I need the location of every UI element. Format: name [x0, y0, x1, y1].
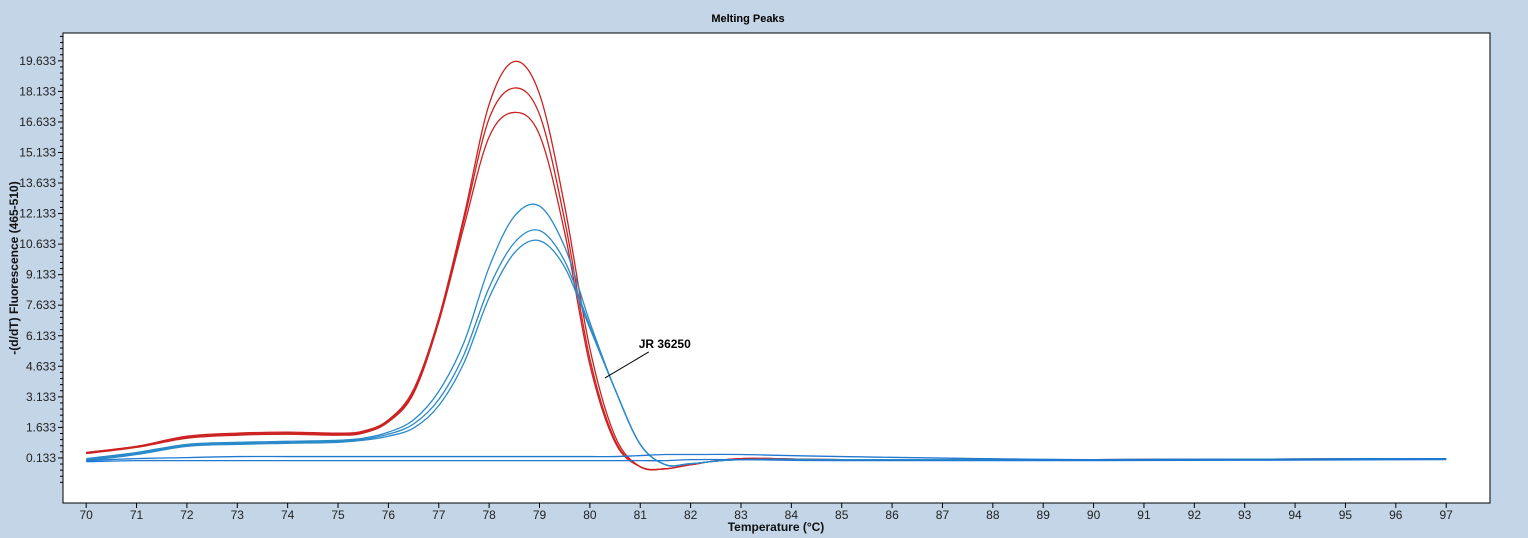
- x-tick-label: 72: [180, 508, 194, 522]
- annotation-pointer: [604, 351, 649, 379]
- x-tick-label: 78: [482, 508, 496, 522]
- x-tick-label: 85: [835, 508, 849, 522]
- y-tick-label: 12.133: [19, 207, 56, 221]
- x-tick-label: 86: [885, 508, 899, 522]
- x-tick-label: 81: [634, 508, 648, 522]
- x-tick-label: 94: [1288, 508, 1302, 522]
- x-tick-label: 83: [734, 508, 748, 522]
- y-tick-label: 19.633: [19, 54, 56, 68]
- x-tick-label: 87: [936, 508, 950, 522]
- y-tick-label: 0.133: [26, 451, 56, 465]
- x-tick-label: 75: [331, 508, 345, 522]
- y-tick-label: 15.133: [19, 145, 56, 159]
- y-tick-label: 7.633: [26, 298, 56, 312]
- x-tick-label: 89: [1037, 508, 1051, 522]
- x-axis-label: Temperature (°C): [728, 520, 825, 534]
- annotations: JR 36250: [604, 337, 691, 379]
- x-tick-label: 76: [382, 508, 396, 522]
- x-tick-label: 73: [231, 508, 245, 522]
- y-tick-label: 10.633: [19, 237, 56, 251]
- series-line-blue-3: [86, 239, 1447, 467]
- y-tick-label: 13.633: [19, 176, 56, 190]
- x-tick-label: 95: [1339, 508, 1353, 522]
- y-tick-label: 1.633: [26, 420, 56, 434]
- y-tick-label: 3.133: [26, 390, 56, 404]
- y-tick-label: 18.133: [19, 84, 56, 98]
- x-axis: 70 71 72 73 74 75 76 77 78 79 80 81 82 83 84 85 86 87 88 89…: [79, 503, 1453, 522]
- x-tick-label: 92: [1188, 508, 1202, 522]
- annotation-label: JR 36250: [639, 337, 691, 351]
- series-line-blue-flat-2: [86, 458, 1447, 463]
- y-axis: 0.133 1.633 3.133 4.633 6.133 7.633 9.133 10.63…: [19, 35, 63, 483]
- x-tick-label: 77: [432, 508, 446, 522]
- series-line-blue-flat-1: [86, 453, 1447, 462]
- x-tick-label: 84: [785, 508, 799, 522]
- y-tick-label: 16.633: [19, 115, 56, 129]
- x-tick-label: 82: [684, 508, 698, 522]
- x-tick-label: 97: [1439, 508, 1453, 522]
- y-axis-label: -(d/dT) Fluorescence (465-510): [7, 181, 21, 354]
- x-tick-label: 90: [1087, 508, 1101, 522]
- chart-title: Melting Peaks: [711, 13, 784, 25]
- x-tick-label: 71: [130, 508, 144, 522]
- y-tick-label: 9.133: [26, 268, 56, 282]
- x-tick-label: 79: [533, 508, 547, 522]
- x-tick-label: 80: [583, 508, 597, 522]
- x-tick-label: 74: [281, 508, 295, 522]
- x-tick-label: 88: [986, 508, 1000, 522]
- y-tick-label: 4.633: [26, 359, 56, 373]
- series-group: [86, 60, 1447, 471]
- y-tick-label: 6.133: [26, 329, 56, 343]
- x-tick-label: 91: [1137, 508, 1151, 522]
- x-tick-label: 93: [1238, 508, 1252, 522]
- x-tick-label: 70: [79, 508, 93, 522]
- x-tick-label: 96: [1389, 508, 1403, 522]
- plot-area: [62, 32, 1491, 504]
